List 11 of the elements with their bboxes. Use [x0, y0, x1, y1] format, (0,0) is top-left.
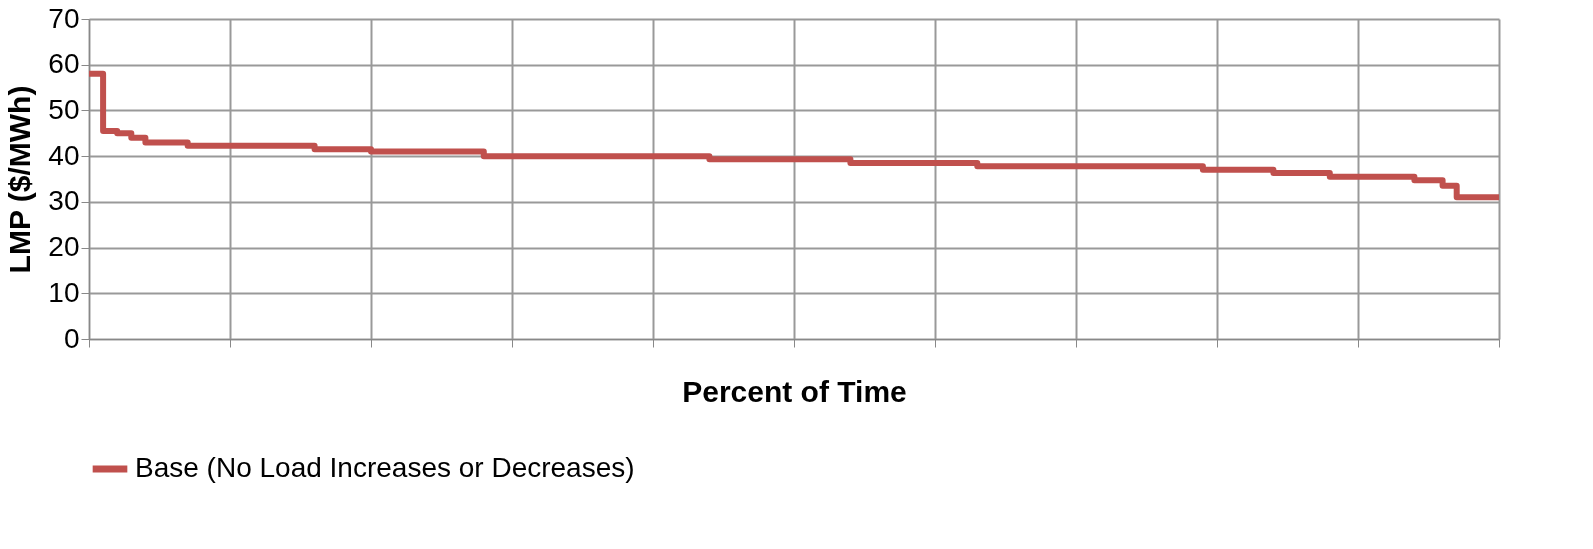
- y-tick-label: 40: [48, 139, 80, 171]
- y-tick-label: 70: [48, 2, 80, 34]
- y-tick-label: 50: [48, 93, 80, 125]
- legend-label: Base (No Load Increases or Decreases): [135, 452, 635, 483]
- y-tick-label: 60: [48, 48, 80, 80]
- y-tick-label: 10: [48, 276, 80, 308]
- y-tick-label: 30: [48, 185, 80, 217]
- y-tick-label: 20: [48, 231, 80, 263]
- y-axis-title: LMP ($/MWh): [3, 85, 37, 274]
- y-tick-label: 0: [63, 322, 80, 354]
- x-axis-title: Percent of Time: [682, 375, 907, 408]
